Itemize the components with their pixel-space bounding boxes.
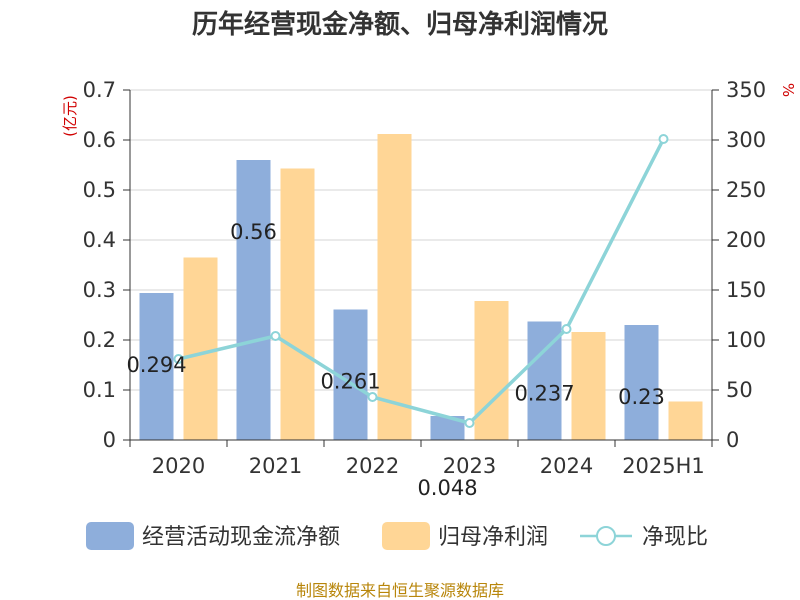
right-axis-tick-label: 200 [726,228,766,252]
right-axis-tick-label: 250 [726,178,766,202]
left-axis-tick-label: 0.7 [83,78,116,102]
ratio-line-path [178,138,666,425]
grid-lines [130,89,712,391]
ratio-point [367,392,378,402]
left-axis-tick-label: 0.1 [83,378,116,402]
bars [139,134,703,440]
ratio-point [561,324,572,334]
cashflow-data-label: 0.294 [126,353,186,377]
left-axis-tick-label: 0.5 [83,178,116,202]
left-axis: 0 0.1 0.2 0.3 0.4 0.5 0.6 0.7 [83,78,131,452]
right-axis-tick-label: 100 [726,328,766,352]
net-profit-bar [280,168,315,440]
right-axis-tick-label: 350 [726,78,766,102]
net-profit-bar [668,401,703,440]
left-axis-tick-label: 0.6 [83,128,116,152]
left-axis-tick-label: 0.2 [83,328,116,352]
left-axis-tick-label: 0 [103,428,116,452]
cashflow-data-label: 0.048 [417,476,477,500]
ratio-point [270,331,281,341]
category-axis: 2020 2021 2022 2023 2024 2025H1 [129,439,713,478]
legend-swatch-net-profit [382,522,430,550]
cashflow-data-label: 0.23 [618,385,665,409]
cashflow-data-label: 0.237 [514,382,574,406]
ratio-line [173,134,669,428]
left-axis-unit: (亿元) [61,95,79,137]
net-profit-bar [377,134,412,440]
legend-label-ratio: 净现比 [642,525,708,550]
legend: 经营活动现金流净额 归母净利润 净现比 [86,522,708,550]
category-label: 2020 [152,454,205,478]
category-label: 2025H1 [622,454,705,478]
left-axis-tick-label: 0.3 [83,278,116,302]
category-label: 2023 [443,454,496,478]
ratio-point [658,134,669,144]
cashflow-data-label: 0.261 [320,370,380,394]
legend-label-cashflow: 经营活动现金流净额 [142,525,340,550]
ratio-point [464,418,475,428]
data-labels: 0.294 0.56 0.261 0.048 0.237 0.23 [126,220,664,500]
source-note: 制图数据来自恒生聚源数据库 [296,581,504,600]
chart-title: 历年经营现金净额、归母净利润情况 [192,9,608,40]
left-axis-tick-label: 0.4 [83,228,116,252]
right-axis-unit: % [779,83,797,97]
category-label: 2024 [540,454,593,478]
right-axis-tick-label: 300 [726,128,766,152]
legend-swatch-ratio-marker [596,526,616,546]
net-profit-bar [474,301,509,440]
net-profit-bar [571,332,606,440]
ratio-point [173,354,184,364]
right-axis-tick-label: 0 [726,428,739,452]
category-label: 2022 [346,454,399,478]
right-axis: 0 50 100 150 200 250 300 350 [711,78,766,452]
cashflow-bar [139,293,174,440]
cashflow-bar [236,160,271,440]
cashflow-bar [624,325,659,440]
category-label: 2021 [249,454,302,478]
right-axis-tick-label: 50 [726,378,753,402]
cashflow-data-label: 0.56 [230,220,277,244]
right-axis-tick-label: 150 [726,278,766,302]
legend-label-net-profit: 归母净利润 [438,525,548,550]
legend-swatch-cashflow [86,522,134,550]
net-profit-bar [183,257,218,440]
